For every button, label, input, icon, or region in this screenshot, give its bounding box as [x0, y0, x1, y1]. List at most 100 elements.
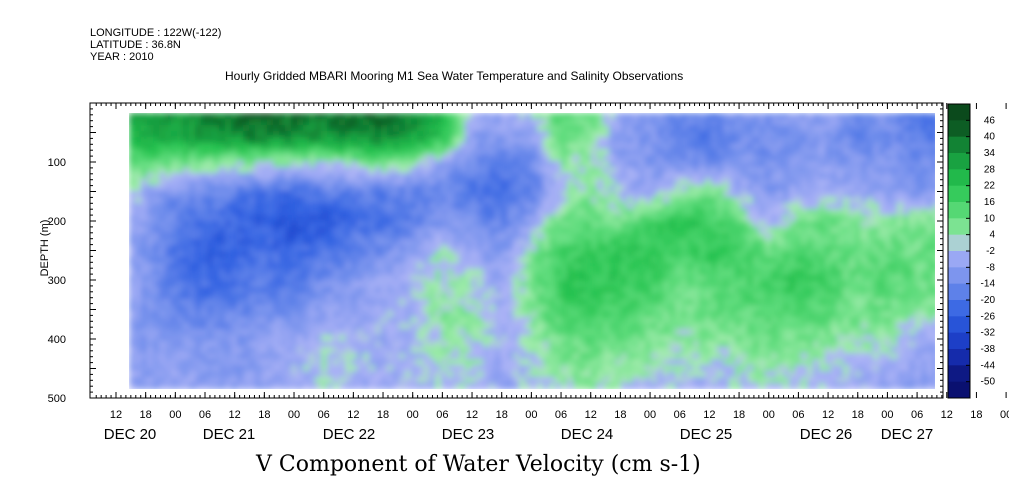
- heatmap-cell: [621, 167, 628, 174]
- heatmap-cell: [309, 191, 316, 198]
- heatmap-cell: [381, 311, 388, 318]
- heatmap-cell: [639, 239, 646, 246]
- heatmap-cell: [183, 155, 190, 162]
- heatmap-cell: [543, 131, 550, 138]
- heatmap-cell: [663, 197, 670, 204]
- heatmap-cell: [297, 161, 304, 168]
- heatmap-cell: [549, 233, 556, 240]
- heatmap-cell: [597, 131, 604, 138]
- heatmap-cell: [393, 119, 400, 126]
- heatmap-cell: [297, 173, 304, 180]
- heatmap-cell: [417, 257, 424, 264]
- heatmap-cell: [375, 191, 382, 198]
- heatmap-cell: [387, 239, 394, 246]
- heatmap-cell: [495, 263, 502, 270]
- heatmap-cell: [333, 275, 340, 282]
- heatmap-cell: [705, 317, 712, 324]
- heatmap-cell: [345, 365, 352, 372]
- heatmap-cell: [429, 245, 436, 252]
- heatmap-cell: [303, 155, 310, 162]
- heatmap-cell: [591, 311, 598, 318]
- heatmap-cell: [645, 299, 652, 306]
- heatmap-cell: [465, 317, 472, 324]
- heatmap-cell: [171, 239, 178, 246]
- heatmap-cell: [459, 383, 466, 389]
- heatmap-cell: [681, 149, 688, 156]
- heatmap-cell: [141, 311, 148, 318]
- heatmap-cell: [237, 197, 244, 204]
- heatmap-cell: [579, 377, 586, 384]
- heatmap-cell: [417, 347, 424, 354]
- heatmap-cell: [423, 371, 430, 378]
- heatmap-cell: [249, 323, 256, 330]
- heatmap-cell: [219, 197, 226, 204]
- heatmap-cell: [489, 119, 496, 126]
- heatmap-cell: [321, 173, 328, 180]
- heatmap-cell: [357, 161, 364, 168]
- heatmap-cell: [633, 377, 640, 384]
- heatmap-cell: [579, 335, 586, 342]
- heatmap-cell: [561, 239, 568, 246]
- heatmap-cell: [447, 365, 454, 372]
- heatmap-cell: [705, 209, 712, 216]
- heatmap-cell: [501, 227, 508, 234]
- heatmap-cell: [411, 359, 418, 366]
- heatmap-cell: [699, 311, 706, 318]
- heatmap-cell: [399, 167, 406, 174]
- heatmap-cell: [399, 329, 406, 336]
- heatmap-cell: [693, 347, 700, 354]
- heatmap-cell: [267, 293, 274, 300]
- heatmap-cell: [489, 215, 496, 222]
- heatmap-cell: [687, 323, 694, 330]
- heatmap-cell: [243, 299, 250, 306]
- heatmap-cell: [399, 197, 406, 204]
- heatmap-cell: [615, 203, 622, 210]
- heatmap-cell: [207, 341, 214, 348]
- heatmap-cell: [267, 263, 274, 270]
- heatmap-cell: [477, 143, 484, 150]
- heatmap-cell: [771, 323, 778, 330]
- heatmap-cell: [129, 227, 136, 234]
- heatmap-cell: [321, 125, 328, 132]
- heatmap-cell: [519, 179, 526, 186]
- heatmap-cell: [771, 167, 778, 174]
- heatmap-cell: [249, 119, 256, 126]
- heatmap-cell: [591, 329, 598, 336]
- heatmap-cell: [639, 215, 646, 222]
- heatmap-cell: [237, 191, 244, 198]
- heatmap-cell: [369, 323, 376, 330]
- heatmap-cell: [441, 203, 448, 210]
- heatmap-cell: [639, 365, 646, 372]
- heatmap-cell: [561, 323, 568, 330]
- heatmap-cell: [321, 341, 328, 348]
- heatmap-cell: [609, 257, 616, 264]
- heatmap-cell: [363, 257, 370, 264]
- heatmap-cell: [171, 329, 178, 336]
- heatmap-cell: [435, 125, 442, 132]
- heatmap-cell: [321, 155, 328, 162]
- heatmap-cell: [477, 119, 484, 126]
- heatmap-cell: [327, 155, 334, 162]
- heatmap-cell: [501, 311, 508, 318]
- heatmap-cell: [483, 245, 490, 252]
- heatmap-cell: [405, 287, 412, 294]
- heatmap-cell: [309, 245, 316, 252]
- heatmap-cell: [183, 149, 190, 156]
- heatmap-cell: [609, 203, 616, 210]
- heatmap-cell: [645, 371, 652, 378]
- heatmap-cell: [699, 155, 706, 162]
- heatmap-cell: [417, 167, 424, 174]
- heatmap-cell: [633, 143, 640, 150]
- heatmap-cell: [363, 197, 370, 204]
- heatmap-cell: [711, 341, 718, 348]
- heatmap-cell: [129, 323, 136, 330]
- heatmap-cell: [255, 179, 262, 186]
- heatmap-cell: [225, 263, 232, 270]
- heatmap-cell: [303, 293, 310, 300]
- heatmap-cell: [555, 311, 562, 318]
- heatmap-cell: [585, 305, 592, 312]
- heatmap-cell: [489, 335, 496, 342]
- heatmap-cell: [699, 353, 706, 360]
- heatmap-cell: [249, 143, 256, 150]
- heatmap-cell: [147, 281, 154, 288]
